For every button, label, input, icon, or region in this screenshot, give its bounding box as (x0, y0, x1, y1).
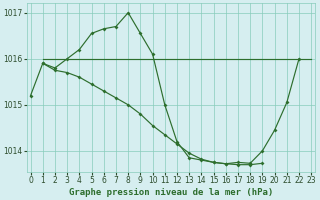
X-axis label: Graphe pression niveau de la mer (hPa): Graphe pression niveau de la mer (hPa) (69, 188, 273, 197)
